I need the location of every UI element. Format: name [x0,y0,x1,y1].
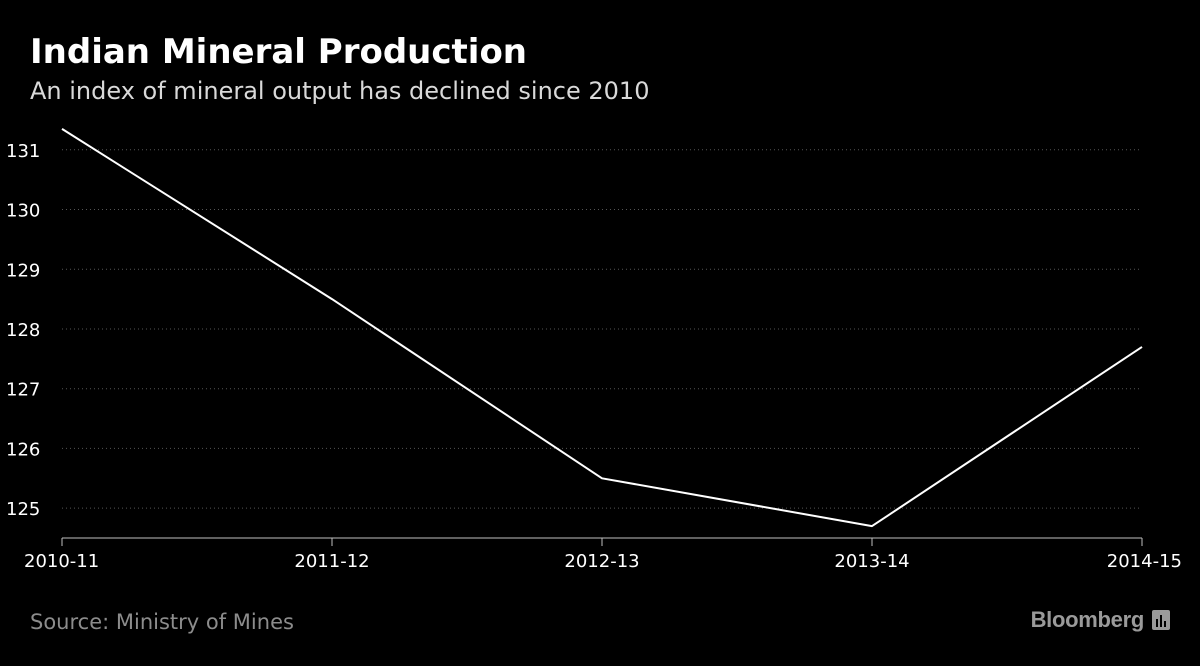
series-layer [61,128,1143,528]
series-line [61,128,1143,528]
y-tick-label: 130 [6,201,40,222]
x-tick-label: 2014-15 [1107,551,1182,572]
brand-name: Bloomberg [1030,607,1145,632]
x-tick-label: 2011-12 [294,551,369,572]
chart-subtitle: An index of mineral output has declined … [30,77,650,105]
line-chart: 125 126 127 128 129 130 131 2010-11 2011-12 2012… [6,128,1182,572]
x-tick-label: 2012-13 [564,551,639,572]
y-tick-label: 126 [6,439,40,460]
source-note: Source: Ministry of Mines [30,610,294,634]
y-tick-label: 125 [6,499,40,520]
y-tick-label: 129 [6,260,40,281]
y-tick-label: 127 [6,380,40,401]
chart-title: Indian Mineral Production [30,32,528,72]
bloomberg-logo: Bloomberg [1031,606,1170,634]
y-axis-ticks: 125 126 127 128 129 130 131 [6,141,40,520]
grid-lines [62,149,1142,509]
y-tick-label: 131 [6,141,40,162]
x-tick-label: 2010-11 [24,551,99,572]
x-axis: 2010-11 2011-12 2012-13 2013-14 2014-15 [24,537,1182,572]
y-tick-label: 128 [6,320,40,341]
x-tick-label: 2013-14 [834,551,909,572]
bloomberg-bar-chart-icon [1152,610,1170,630]
